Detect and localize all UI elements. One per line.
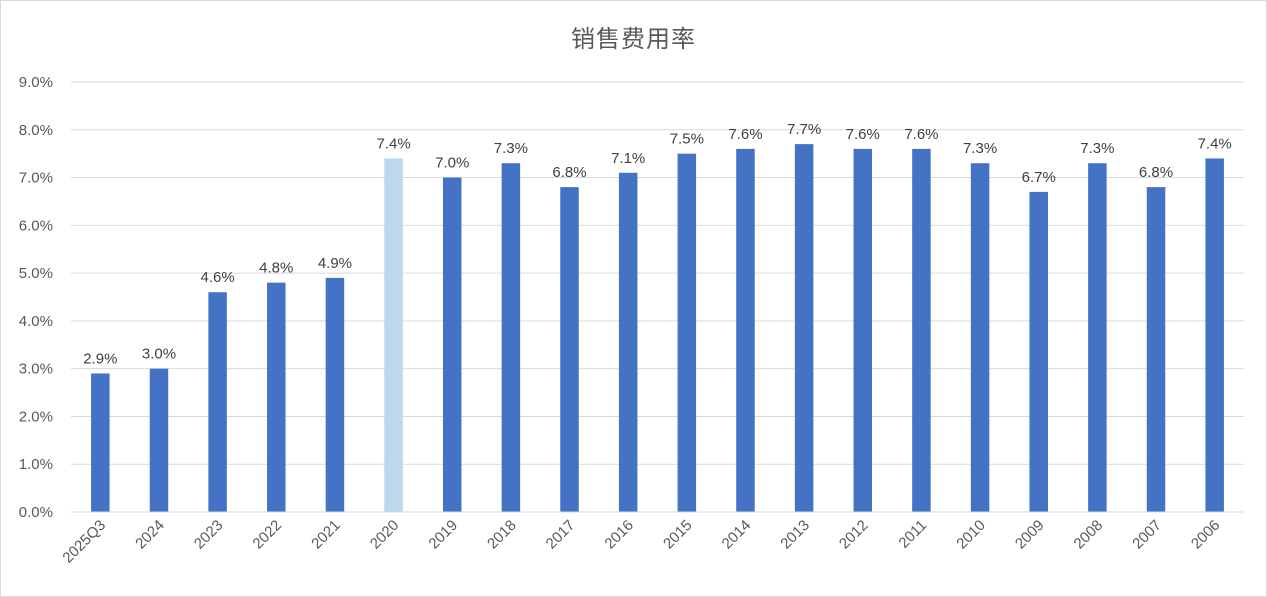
data-label: 7.7%: [787, 121, 821, 138]
x-tick-label: 2024: [132, 517, 168, 553]
x-tick-label: 2017: [543, 517, 579, 553]
bar: [501, 163, 521, 512]
x-tick-label: 2019: [425, 517, 461, 553]
bar: [560, 187, 579, 512]
data-label: 7.1%: [611, 150, 645, 167]
bar: [853, 148, 873, 512]
x-tick-label: 2010: [953, 517, 989, 553]
x-tick-label: 2021: [308, 517, 344, 553]
bar: [1205, 158, 1224, 512]
data-label: 7.6%: [846, 126, 880, 143]
x-tick-label: 2007: [1129, 517, 1165, 553]
y-tick-label: 9.0%: [19, 74, 53, 91]
bar: [1088, 163, 1107, 512]
y-tick-label: 8.0%: [19, 122, 53, 139]
bar: [677, 153, 697, 512]
bar: [1146, 187, 1166, 512]
x-tick-label: 2009: [1012, 517, 1048, 553]
bar: [208, 292, 227, 512]
bar: [970, 163, 990, 512]
data-label: 7.3%: [494, 140, 528, 157]
data-label: 4.9%: [318, 255, 352, 272]
y-tick-label: 3.0%: [19, 361, 53, 378]
x-tick-label: 2020: [367, 517, 403, 553]
data-label: 7.6%: [728, 126, 762, 143]
data-label: 4.6%: [201, 269, 235, 286]
bar: [442, 177, 462, 513]
x-tick-label: 2018: [484, 517, 520, 553]
data-label: 4.8%: [259, 260, 293, 277]
x-tick-label: 2025Q3: [59, 517, 109, 567]
y-tick-label: 6.0%: [19, 217, 53, 234]
bar: [794, 144, 814, 512]
bar: [912, 148, 931, 512]
bar: [1029, 191, 1048, 512]
bar: [91, 373, 110, 512]
data-label: 7.4%: [1198, 135, 1232, 152]
x-tick-label: 2023: [191, 517, 227, 553]
data-label: 7.6%: [904, 126, 938, 143]
bar: [618, 172, 638, 512]
x-tick-label: 2011: [895, 517, 930, 552]
data-label: 7.0%: [435, 155, 469, 172]
data-label: 7.3%: [1080, 140, 1114, 157]
y-tick-label: 7.0%: [19, 170, 53, 187]
data-label: 3.0%: [142, 346, 176, 363]
data-label: 6.7%: [1022, 169, 1056, 186]
bar: [149, 368, 169, 512]
bar: [384, 158, 403, 512]
data-label: 7.4%: [376, 135, 410, 152]
y-tick-label: 2.0%: [19, 408, 53, 425]
y-tick-label: 5.0%: [19, 265, 53, 282]
bar: [736, 148, 755, 512]
data-label: 6.8%: [1139, 164, 1173, 181]
bar: [325, 277, 345, 512]
x-tick-label: 2016: [601, 517, 637, 553]
x-tick-label: 2014: [719, 517, 755, 553]
x-tick-label: 2015: [660, 517, 696, 553]
x-tick-label: 2022: [249, 517, 285, 553]
x-tick-label: 2006: [1188, 517, 1224, 553]
x-tick-label: 2012: [836, 517, 872, 553]
x-tick-label: 2008: [1071, 517, 1107, 553]
y-tick-label: 0.0%: [19, 504, 53, 521]
chart-title: 销售费用率: [571, 25, 696, 53]
x-tick-label: 2013: [777, 517, 813, 553]
data-label: 6.8%: [552, 164, 586, 181]
data-label: 7.3%: [963, 140, 997, 157]
data-label: 2.9%: [83, 350, 117, 367]
y-tick-label: 4.0%: [19, 313, 53, 330]
y-tick-label: 1.0%: [19, 456, 53, 473]
bar: [267, 282, 286, 512]
data-label: 7.5%: [670, 131, 704, 148]
